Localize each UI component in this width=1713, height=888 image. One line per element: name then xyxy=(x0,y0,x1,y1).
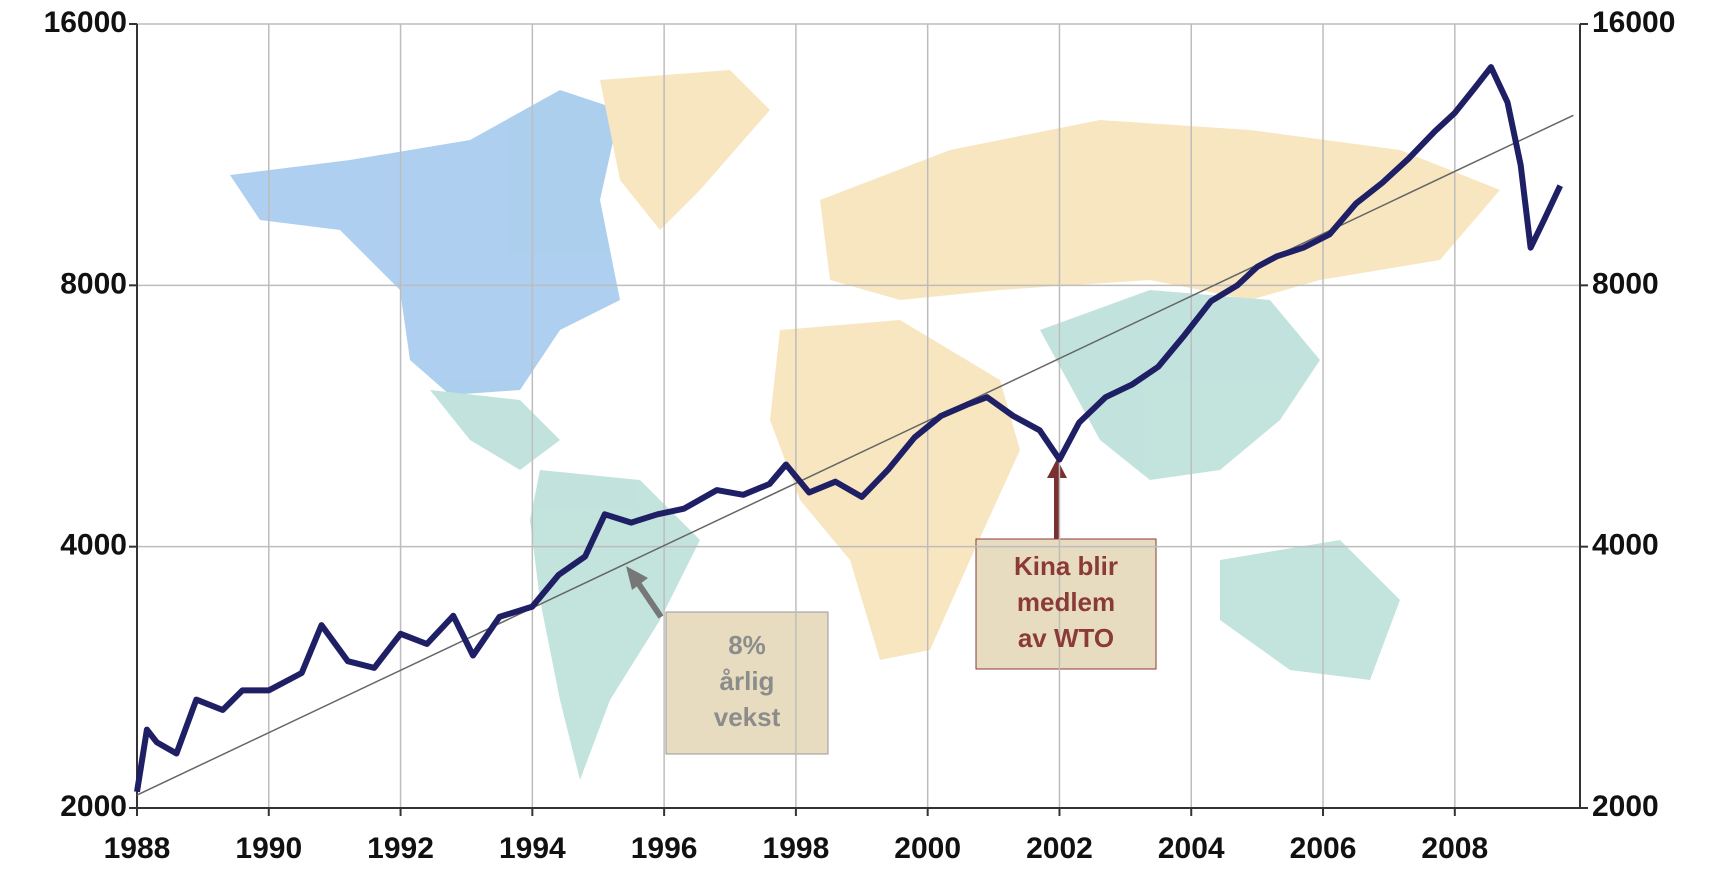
annotation-text: medlem xyxy=(1017,587,1115,617)
y2-tick-label: 4000 xyxy=(1592,529,1659,562)
y2-tick-label: 16000 xyxy=(1592,6,1675,39)
annotation-text: Kina blir xyxy=(1014,551,1118,581)
x-tick-label: 2000 xyxy=(894,832,961,865)
x-tick-label: 1992 xyxy=(367,832,434,865)
x-tick-label: 1990 xyxy=(235,832,302,865)
x-tick-label: 2006 xyxy=(1290,832,1357,865)
y2-tick-label: 8000 xyxy=(1592,267,1659,300)
x-tick-label: 2008 xyxy=(1421,832,1488,865)
annotation-box xyxy=(975,538,1157,670)
x-tick-label: 2004 xyxy=(1158,832,1225,865)
x-tick-label: 1996 xyxy=(631,832,698,865)
annotation-text: årlig xyxy=(720,666,775,696)
y-tick-label: 4000 xyxy=(60,529,127,562)
annotation-arrows xyxy=(626,459,1067,619)
y-tick-label: 2000 xyxy=(60,790,127,823)
y-tick-label: 8000 xyxy=(60,267,127,300)
annotation-text: 8% xyxy=(728,630,766,660)
x-tick-label: 1998 xyxy=(763,832,830,865)
y-tick-label: 16000 xyxy=(44,6,127,39)
series-line xyxy=(134,64,1563,793)
annotation-text: av WTO xyxy=(1018,623,1114,653)
world-map xyxy=(230,70,1500,780)
annotation-box xyxy=(665,611,829,755)
x-tick-label: 1994 xyxy=(499,832,566,865)
annotation-text: vekst xyxy=(714,702,781,732)
x-tick-label: 2002 xyxy=(1026,832,1093,865)
y2-tick-label: 2000 xyxy=(1592,790,1659,823)
x-tick-label: 1988 xyxy=(104,832,171,865)
